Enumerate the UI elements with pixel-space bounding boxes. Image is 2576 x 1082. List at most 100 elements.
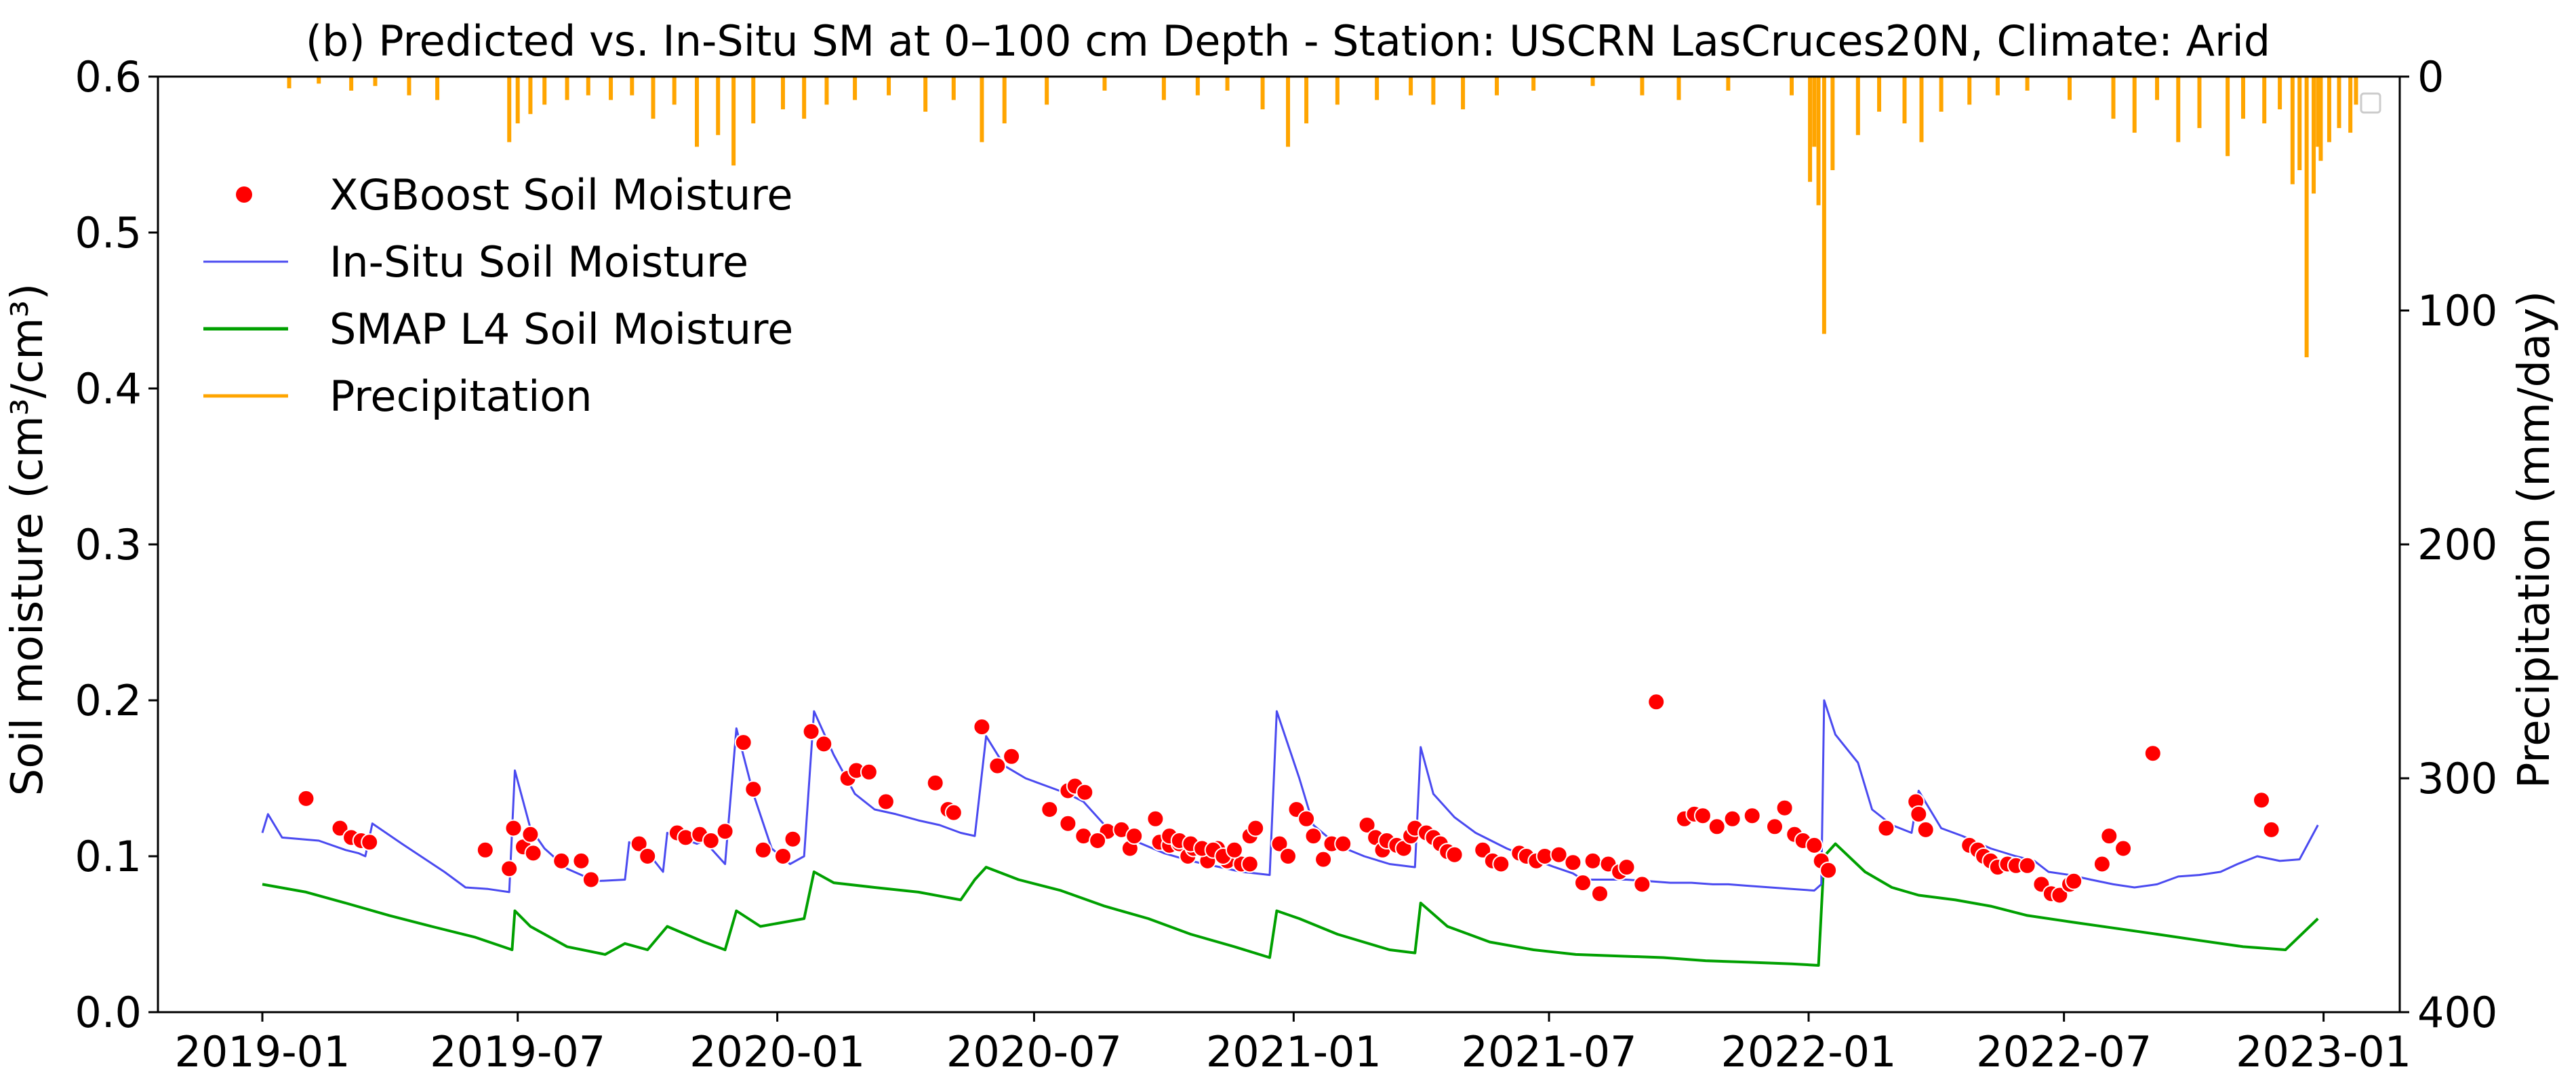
xgboost-point [1708, 818, 1726, 836]
x-tick-label: 2023-01 [2236, 1027, 2411, 1077]
xgboost-point [926, 774, 944, 792]
xgboost-point [1910, 805, 1928, 823]
xgboost-point [1805, 836, 1824, 854]
y2-tick-label: 400 [2417, 988, 2497, 1037]
xgboost-point [1279, 847, 1297, 865]
xgboost-point [1125, 827, 1144, 845]
y2-tick-label: 300 [2417, 754, 2497, 803]
y2-tick-label: 100 [2417, 286, 2497, 336]
xgboost-point [744, 780, 763, 799]
xgboost-point [734, 734, 752, 752]
y-tick-label: 0.2 [75, 676, 142, 725]
xgboost-point [1574, 874, 1592, 892]
xgboost-point [784, 830, 802, 848]
xgboost-point [2144, 744, 2162, 763]
xgboost-point [1819, 861, 1838, 879]
xgboost-point [582, 870, 600, 889]
insitu-line [261, 699, 2319, 894]
xgboost-point [1647, 693, 1666, 711]
xgboost-point [702, 832, 720, 849]
xgboost-point [1723, 809, 1742, 828]
xgboost-point [754, 841, 772, 859]
xgboost-point [1492, 855, 1510, 873]
xgboost-point [973, 718, 991, 736]
xgboost-point [1445, 845, 1464, 864]
y-tick-label: 0.1 [75, 832, 142, 881]
xgboost-point [552, 851, 571, 870]
xgboost-point [2051, 886, 2069, 904]
y2-axis-label: Precipitation (mm/day) [2510, 291, 2560, 788]
y-tick-label: 0.5 [75, 208, 142, 258]
xgboost-point [2018, 856, 2036, 875]
empty-legend-box [2360, 92, 2381, 114]
xgboost-point [572, 851, 590, 870]
x-tick-label: 2022-01 [1720, 1027, 1896, 1077]
xgboost-point [521, 825, 540, 843]
xgboost-point [1241, 855, 1259, 873]
xgboost-point [2262, 820, 2280, 839]
xgboost-point [1089, 832, 1107, 849]
xgboost-point [1743, 807, 1761, 825]
chart-title: (b) Predicted vs. In-Situ SM at 0–100 cm… [306, 16, 2270, 66]
xgboost-point [1474, 841, 1492, 859]
x-tick-label: 2019-01 [174, 1027, 350, 1077]
xgboost-point [639, 847, 657, 865]
y2-tick-label: 0 [2417, 52, 2444, 102]
xgboost-point [1225, 841, 1243, 859]
xgboost-point [1076, 783, 1094, 801]
precipitation-bars [287, 77, 2358, 357]
xgboost-series [297, 693, 2280, 904]
xgboost-point [877, 793, 895, 811]
x-tick-label: 2020-01 [689, 1027, 865, 1077]
xgboost-point [504, 819, 523, 837]
xgboost-point [476, 841, 494, 859]
xgboost-point [815, 735, 833, 753]
y-tick-label: 0.6 [75, 52, 142, 102]
xgboost-point [988, 757, 1007, 775]
xgboost-point [2093, 855, 2111, 873]
y-tick-label: 0.0 [75, 988, 142, 1037]
xgboost-point [774, 847, 792, 865]
xgboost-point [944, 803, 963, 822]
xgboost-point [1041, 801, 1059, 818]
xgboost-point [1916, 820, 1935, 839]
xgboost-point [1314, 850, 1333, 868]
xgboost-point [1617, 858, 1636, 877]
legend-label: SMAP L4 Soil Moisture [329, 304, 793, 354]
xgboost-point [1564, 854, 1582, 872]
legend: XGBoost Soil Moisture In-Situ Soil Moistu… [203, 170, 793, 421]
y-axis-label: Soil moisture (cm³/cm³) [3, 283, 53, 796]
y-tick-label: 0.3 [75, 520, 142, 569]
xgboost-point [1584, 851, 1602, 870]
xgboost-point [1877, 819, 1895, 837]
xgboost-point [331, 819, 349, 837]
legend-label: In-Situ Soil Moisture [329, 237, 748, 287]
xgboost-point [1693, 807, 1712, 825]
xgboost-point [630, 835, 648, 853]
xgboost-point [802, 723, 820, 740]
xgboost-point [524, 844, 542, 862]
y2-tick-label: 200 [2417, 520, 2497, 569]
xgboost-point [2253, 791, 2270, 809]
xgboost-point [1297, 809, 1316, 828]
legend-swatch [236, 186, 252, 203]
axes: 0.0 0.1 0.2 0.3 0.4 0.5 0.6 0 100 200 300 400 2019-0… [75, 52, 2497, 1077]
x-tick-label: 2021-01 [1206, 1027, 1382, 1077]
xgboost-point [500, 860, 519, 878]
legend-label: XGBoost Soil Moisture [329, 170, 793, 220]
xgboost-point [1003, 747, 1021, 765]
x-tick-label: 2019-07 [430, 1027, 605, 1077]
smap-series [262, 842, 2319, 967]
xgboost-point [2065, 872, 2083, 890]
xgboost-point [860, 763, 878, 781]
xgboost-point [1304, 827, 1323, 845]
xgboost-point [1059, 814, 1077, 833]
xgboost-point [1766, 818, 1784, 836]
xgboost-point [1247, 819, 1265, 837]
xgboost-point [1146, 809, 1165, 828]
xgboost-point [2114, 839, 2133, 858]
x-tick-label: 2022-07 [1976, 1027, 2152, 1077]
xgboost-point [2100, 827, 2118, 845]
xgboost-point [297, 789, 315, 807]
